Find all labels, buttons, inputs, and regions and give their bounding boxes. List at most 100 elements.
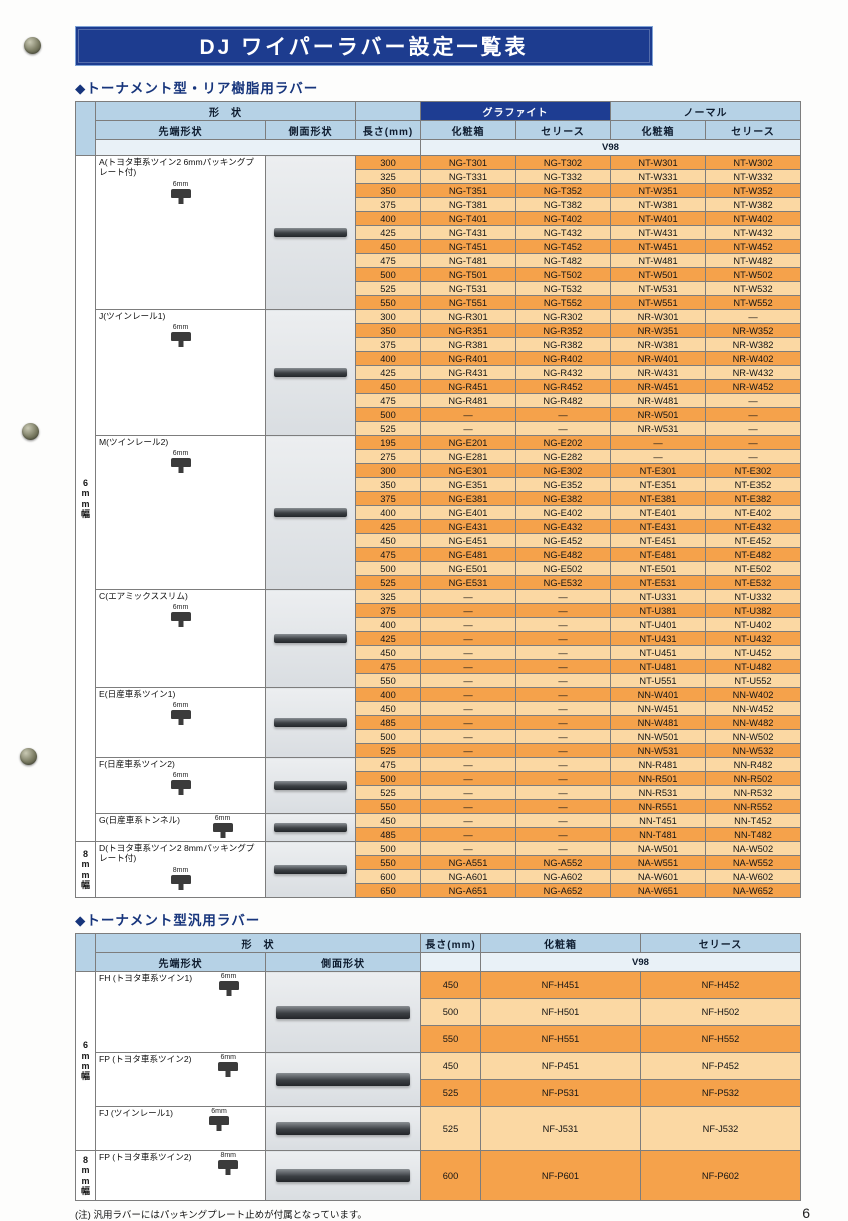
tip-shape-wrap: J(ツインレール1) 6mm xyxy=(99,311,262,348)
length-value: 600 xyxy=(355,869,421,884)
length-value: 450 xyxy=(355,239,421,254)
table-row: 6 m m 幅 A(トヨタ車系ツイン2 6mmパッキングプレート付) 6mm 300 N… xyxy=(75,155,801,842)
rubber-profile-glyph xyxy=(218,981,239,990)
tip-width-note: 6mm xyxy=(172,702,189,710)
part-code: NA-W602 xyxy=(705,869,801,884)
tip-shape-wrap: FP (トヨタ車系ツイン2) 6mm xyxy=(99,1054,262,1078)
part-code: NA-W601 xyxy=(610,869,706,884)
part-code: NG-A601 xyxy=(420,869,516,884)
part-code: NT-E531 xyxy=(610,575,706,590)
tip-shape-wrap: FP (トヨタ車系ツイン2) 8mm xyxy=(99,1152,262,1176)
part-code: — xyxy=(420,589,516,604)
tip-shape-cell: FP (トヨタ車系ツイン2) 8mm xyxy=(95,1150,266,1201)
table-row: 650 NG-A651 NG-A652 NA-W651 NA-W652 xyxy=(76,883,801,898)
length-value: 650 xyxy=(355,883,421,898)
part-code: NG-E281 xyxy=(420,449,516,464)
part-code: NT-E401 xyxy=(610,505,706,520)
tip-shape-wrap: FJ (ツインレール1) 6mm xyxy=(99,1108,262,1132)
part-code: NT-E501 xyxy=(610,561,706,576)
length-value: 550 xyxy=(355,295,421,310)
table-subheader-row: 先端形状 側面形状 長さ(mm) 化粧箱 セリース 化粧箱 セリース xyxy=(76,120,801,140)
graphite-header: グラファイト xyxy=(420,101,611,121)
length-value: 525 xyxy=(420,1106,481,1151)
part-code: NN-T451 xyxy=(610,813,706,828)
rubber-profile-glyph xyxy=(170,612,191,622)
part-code: NF-H502 xyxy=(640,998,801,1026)
part-code: — xyxy=(420,659,516,674)
rubber-profile-glyph xyxy=(170,332,191,342)
part-code: — xyxy=(420,743,516,758)
part-code: NG-E502 xyxy=(515,561,611,576)
length-value: 450 xyxy=(355,379,421,394)
side-profile-cell xyxy=(265,1150,421,1201)
part-code: NG-T401 xyxy=(420,211,516,226)
side-profile-cell xyxy=(265,309,356,436)
part-code: NR-W431 xyxy=(610,365,706,380)
length-value: 425 xyxy=(355,519,421,534)
tip-shape-label: F(日産車系ツイン2) xyxy=(99,759,175,769)
tip-shape-icon: 6mm xyxy=(170,604,191,628)
part-code: NG-T302 xyxy=(515,155,611,170)
part-code: NT-U331 xyxy=(610,589,706,604)
rear-rubber-table: 形 状 グラファイト ノーマル 先端形状 側面形状 長さ(mm) 化粧箱 セリー… xyxy=(75,101,801,898)
part-code: NT-W402 xyxy=(705,211,801,226)
length-header: 長さ(mm) xyxy=(420,933,481,953)
part-code: NT-W451 xyxy=(610,239,706,254)
part-code: NT-W502 xyxy=(705,267,801,282)
table-row: 500 NF-H501 NF-H502 xyxy=(76,998,801,1026)
part-code: NN-W531 xyxy=(610,743,706,758)
part-code: NN-W501 xyxy=(610,729,706,744)
part-code: — xyxy=(420,701,516,716)
table-row: 350 NG-E351 NG-E352 NT-E351 NT-E352 xyxy=(76,477,801,492)
tip-shape-icon: 6mm xyxy=(170,772,191,796)
width-column-header xyxy=(75,101,96,156)
part-code: NR-W481 xyxy=(610,393,706,408)
part-code: NR-W301 xyxy=(610,309,706,324)
width-band-label: 8 m m 幅 xyxy=(75,841,96,898)
part-code: NR-W381 xyxy=(610,337,706,352)
length-value: 425 xyxy=(355,365,421,380)
table-row: 375 NG-E381 NG-E382 NT-E381 NT-E382 xyxy=(76,491,801,506)
part-code: NT-U381 xyxy=(610,603,706,618)
tip-shape-cell: G(日産車系トンネル) 6mm xyxy=(95,813,266,842)
part-code: NG-R351 xyxy=(420,323,516,338)
part-code: NG-E451 xyxy=(420,533,516,548)
part-code: NR-W382 xyxy=(705,337,801,352)
length-value: 350 xyxy=(355,183,421,198)
part-code: NT-W352 xyxy=(705,183,801,198)
part-code: NG-R452 xyxy=(515,379,611,394)
tip-shape-icon: 6mm xyxy=(170,181,191,205)
part-code: — xyxy=(420,813,516,828)
tip-width-note: 6mm xyxy=(172,604,189,612)
part-code: NG-T482 xyxy=(515,253,611,268)
part-code: NF-P451 xyxy=(480,1052,641,1080)
part-code: NT-W351 xyxy=(610,183,706,198)
side-profile-image xyxy=(275,1122,411,1135)
side-profile-cell xyxy=(265,589,356,688)
tip-shape-wrap: A(トヨタ車系ツイン2 6mmパッキングプレート付) 6mm xyxy=(99,157,262,205)
part-code: NT-E452 xyxy=(705,533,801,548)
part-code: — xyxy=(705,435,801,450)
table-row: 485— — NN-T481 NN-T482 xyxy=(76,827,801,842)
part-code: NG-T332 xyxy=(515,169,611,184)
part-code: NG-R481 xyxy=(420,393,516,408)
part-code: — xyxy=(420,757,516,772)
part-code: — xyxy=(420,407,516,422)
table-row: 275 NG-E281 NG-E282— — xyxy=(76,449,801,464)
table-row: 425— — NT-U431 NT-U432 xyxy=(76,631,801,646)
width-band-label: 6 m m 幅 xyxy=(75,971,96,1151)
length-value: 300 xyxy=(355,309,421,324)
side-profile-image xyxy=(274,865,347,874)
tip-shape-label: C(エアミックススリム) xyxy=(99,591,188,601)
table-header-row: 形 状 グラファイト ノーマル xyxy=(75,101,801,156)
tip-width-note: 6mm xyxy=(172,324,189,332)
part-code: NT-W481 xyxy=(610,253,706,268)
part-code: NG-A602 xyxy=(515,869,611,884)
part-code: NG-E352 xyxy=(515,477,611,492)
part-code: NT-W401 xyxy=(610,211,706,226)
side-profile-cell xyxy=(265,687,356,758)
length-value: 400 xyxy=(355,505,421,520)
tip-width-note: 6mm xyxy=(172,450,189,458)
tip-shape-icon: 6mm xyxy=(170,702,191,726)
part-code: NG-E402 xyxy=(515,505,611,520)
